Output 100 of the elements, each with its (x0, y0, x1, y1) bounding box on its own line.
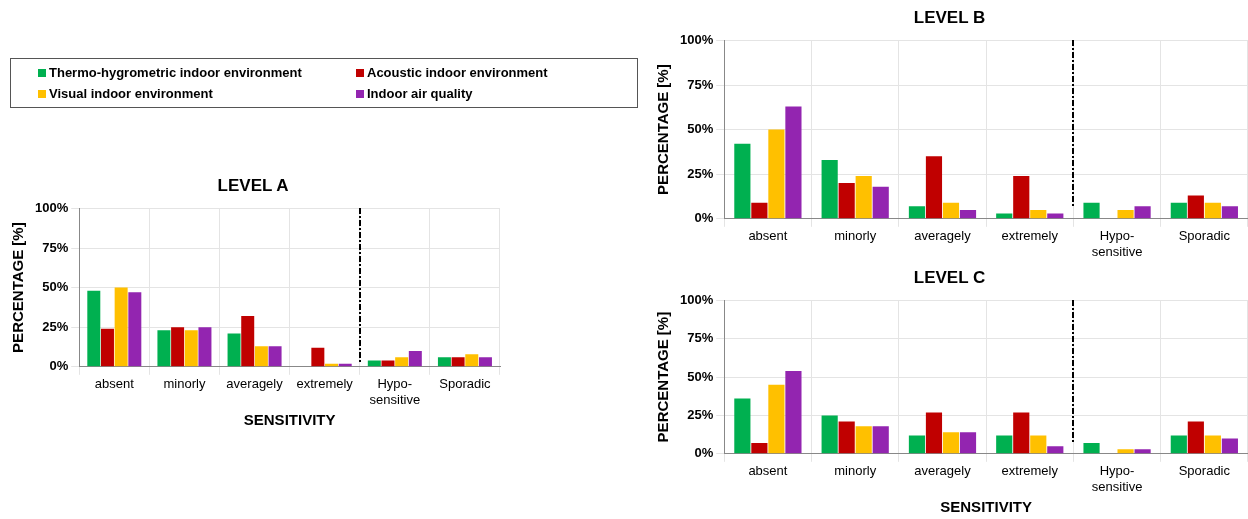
x-tick-label: extremely (296, 376, 354, 392)
bar (1117, 209, 1134, 219)
x-tick-label: averagely (914, 228, 972, 244)
bar (171, 327, 185, 367)
y-tick-label: 75% (687, 330, 714, 346)
bar (254, 346, 268, 367)
bar (855, 175, 872, 219)
bar (1187, 195, 1204, 219)
y-tick-label: 25% (42, 318, 69, 334)
bar (734, 143, 751, 219)
bar (785, 370, 802, 454)
bar (838, 421, 855, 454)
bar (241, 316, 255, 367)
bar (437, 357, 451, 367)
y-tick-label: 100% (680, 291, 714, 307)
bar (925, 156, 943, 219)
bar (1030, 209, 1047, 219)
bar (1204, 202, 1221, 219)
x-tick-label: averagely (914, 463, 972, 479)
bar (1047, 446, 1064, 454)
bar (451, 357, 465, 367)
x-tick-label: absent (748, 463, 788, 479)
bar (1047, 213, 1064, 219)
y-tick-label: 50% (687, 368, 714, 384)
bar (478, 357, 492, 367)
x-tick-label: absent (94, 376, 135, 392)
x-tick-label: absent (748, 228, 788, 244)
x-tick-label: Sporadic (439, 376, 492, 392)
legend-label: Acoustic indoor environment (367, 65, 548, 80)
y-tick-label: 0% (694, 445, 714, 461)
bar (942, 432, 960, 454)
x-tick-label: extremely (1001, 228, 1059, 244)
bar (381, 360, 395, 367)
bar (100, 328, 114, 367)
y-tick-label: 50% (42, 279, 69, 295)
x-tick-label: extremely (1001, 463, 1059, 479)
y-tick-label: 75% (687, 76, 714, 92)
bar (751, 202, 768, 219)
bar (1134, 449, 1151, 454)
bar (311, 347, 325, 367)
bar (1117, 449, 1134, 454)
bar (1221, 206, 1238, 219)
bar (838, 183, 855, 219)
bar (198, 327, 212, 367)
bar (768, 384, 785, 454)
bar (1083, 202, 1100, 219)
bar (184, 330, 198, 367)
bar (408, 350, 422, 367)
y-tick-label: 25% (687, 165, 714, 181)
y-tick-label: 100% (35, 199, 69, 215)
x-tick-label: minorly (834, 228, 877, 244)
y-tick-label: 0% (694, 210, 714, 226)
bar (128, 292, 142, 367)
bar (821, 159, 838, 219)
x-tick-label: Sporadic (1178, 228, 1231, 244)
bar (395, 357, 409, 367)
y-tick-label: 50% (687, 121, 714, 137)
x-axis-title: SENSITIVITY (940, 498, 1032, 516)
legend-label: Thermo-hygrometric indoor environment (49, 65, 302, 80)
bar (114, 287, 128, 367)
bar (925, 412, 943, 454)
x-tick-label: averagely (226, 376, 284, 392)
bar (959, 209, 977, 219)
y-tick-label: 25% (687, 407, 714, 423)
bar (465, 354, 479, 367)
x-tick-label: Sporadic (1178, 463, 1231, 479)
bar (855, 426, 872, 454)
bar (1134, 206, 1151, 219)
y-tick-label: 0% (49, 358, 69, 374)
bar (1187, 421, 1204, 454)
bar (367, 360, 381, 367)
x-tick-label: Hypo-sensitive (369, 376, 421, 407)
x-tick-label: Hypo-sensitive (1091, 228, 1143, 259)
bar (1013, 175, 1030, 219)
bar (821, 415, 838, 454)
bar (1221, 438, 1238, 454)
chart-title: LEVEL B (913, 7, 986, 27)
x-tick-label: minorly (163, 376, 206, 392)
bar (1170, 435, 1187, 454)
bar (908, 435, 926, 454)
bar (996, 213, 1013, 219)
y-axis-title: PERCENTAGE [%] (654, 311, 672, 443)
x-tick-label: Hypo-sensitive (1091, 463, 1143, 494)
y-axis-title: PERCENTAGE [%] (9, 222, 27, 353)
bar (734, 398, 751, 454)
bar (996, 435, 1013, 454)
bar (872, 426, 889, 454)
bar (942, 202, 960, 219)
bar (268, 346, 282, 367)
bar (1083, 443, 1100, 454)
x-tick-label: minorly (834, 463, 877, 479)
bar (959, 432, 977, 454)
y-tick-label: 75% (42, 239, 69, 255)
chart-title: LEVEL A (217, 175, 289, 195)
y-axis-title: PERCENTAGE [%] (654, 64, 672, 195)
bar (1204, 435, 1221, 454)
bar (1170, 202, 1187, 219)
bar (227, 333, 241, 367)
bar (1013, 412, 1030, 454)
y-tick-label: 100% (680, 31, 714, 47)
